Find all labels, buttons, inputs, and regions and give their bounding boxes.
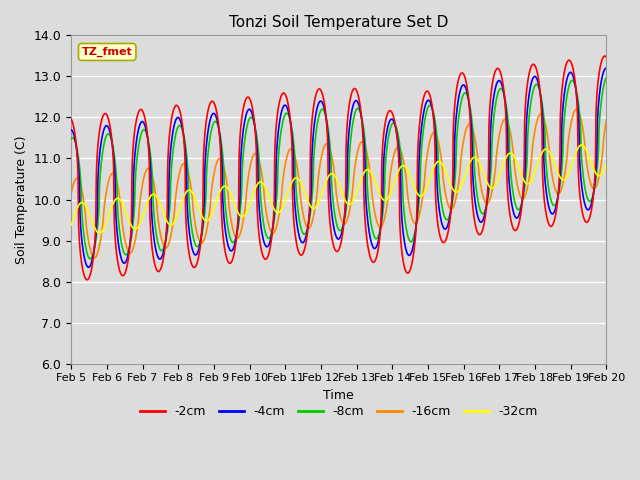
Title: Tonzi Soil Temperature Set D: Tonzi Soil Temperature Set D: [229, 15, 449, 30]
X-axis label: Time: Time: [323, 389, 354, 402]
Y-axis label: Soil Temperature (C): Soil Temperature (C): [15, 135, 28, 264]
Text: TZ_fmet: TZ_fmet: [82, 47, 132, 57]
Legend: -2cm, -4cm, -8cm, -16cm, -32cm: -2cm, -4cm, -8cm, -16cm, -32cm: [134, 400, 543, 423]
